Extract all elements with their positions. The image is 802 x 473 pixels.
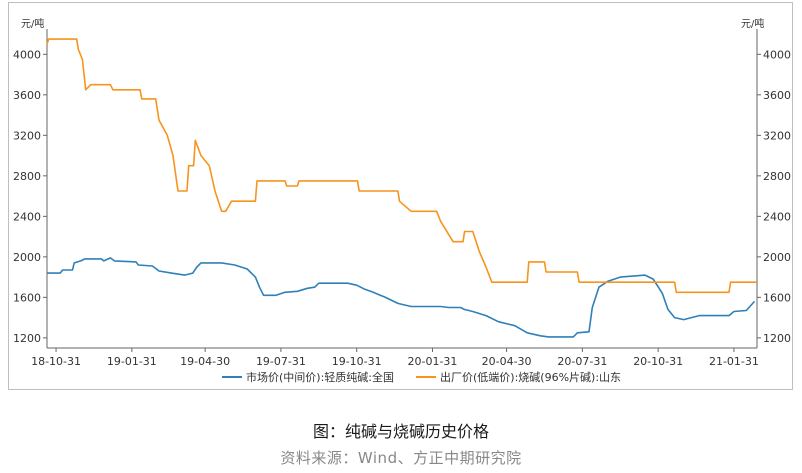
left-unit-label: 元/吨	[21, 17, 44, 30]
left-y-tick-label: 2400	[13, 210, 41, 223]
x-tick-label: 20-04-30	[482, 355, 532, 368]
right-unit-label: 元/吨	[741, 17, 764, 30]
left-y-tick-label: 2800	[13, 170, 41, 183]
left-y-tick-label: 4000	[13, 48, 41, 61]
series-line-soda-ash	[47, 257, 756, 338]
right-y-tick-label: 3200	[763, 129, 791, 142]
left-y-tick-label: 3600	[13, 89, 41, 102]
right-y-tick-label: 4000	[763, 48, 791, 61]
legend: 市场价(中间价):轻质纯碱:全国 出厂价(低端价):烧碱(96%片碱):山东	[222, 370, 621, 384]
legend-label-soda-ash: 市场价(中间价):轻质纯碱:全国	[246, 370, 394, 384]
chart-frame: 1200 1200 1600 1600 2000 2000 2400 2400 2800 2800…	[8, 2, 793, 390]
right-y-tick-label: 2000	[763, 251, 791, 264]
x-tick-label: 20-01-31	[408, 355, 458, 368]
legend-label-caustic-soda: 出厂价(低端价):烧碱(96%片碱):山东	[440, 370, 621, 384]
left-y-tick-label: 1600	[13, 291, 41, 304]
series-line-caustic-soda	[46, 38, 757, 294]
figure-caption: 图：纯碱与烧碱历史价格	[312, 422, 489, 441]
right-y-tick-label: 2800	[763, 170, 791, 183]
x-tick-label: 19-01-31	[107, 355, 157, 368]
x-tick-label: 18-10-31	[31, 355, 81, 368]
right-y-tick-label: 1200	[763, 332, 791, 345]
left-y-tick-label: 1200	[13, 332, 41, 345]
source-note: 资料来源：Wind、方正中期研究院	[280, 449, 522, 467]
x-tick-label: 19-07-31	[256, 355, 306, 368]
x-tick-label: 19-10-31	[332, 355, 382, 368]
left-y-tick-label: 3200	[13, 129, 41, 142]
right-y-tick-label: 3600	[763, 89, 791, 102]
left-y-tick-label: 2000	[13, 251, 41, 264]
right-y-tick-label: 2400	[763, 210, 791, 223]
chart-svg: 1200 1200 1600 1600 2000 2000 2400 2400 2800 2800…	[13, 17, 791, 384]
series-layer	[46, 38, 757, 338]
x-tick-label: 21-01-31	[709, 355, 759, 368]
x-tick-label: 20-07-31	[557, 355, 607, 368]
axes-layer: 1200 1200 1600 1600 2000 2000 2400 2400 2800 2800…	[13, 29, 791, 368]
x-tick-label: 19-04-30	[180, 355, 230, 368]
x-tick-label: 20-10-31	[633, 355, 683, 368]
right-y-tick-label: 1600	[763, 291, 791, 304]
